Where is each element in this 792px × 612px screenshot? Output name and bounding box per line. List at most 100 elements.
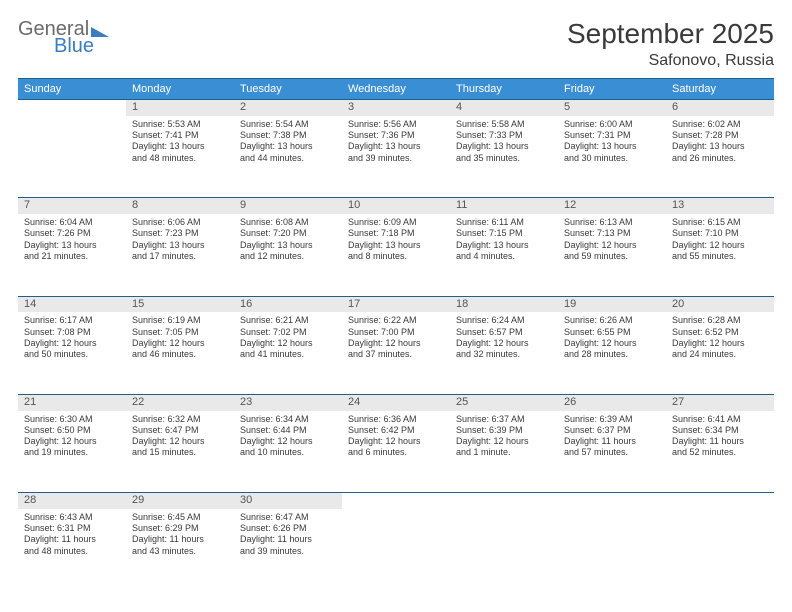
day-number-cell bbox=[342, 493, 450, 509]
day-line: and 50 minutes. bbox=[24, 349, 120, 360]
day-line: and 19 minutes. bbox=[24, 447, 120, 458]
day-line: and 55 minutes. bbox=[672, 251, 768, 262]
weekday-header: Wednesday bbox=[342, 79, 450, 100]
weekday-header: Tuesday bbox=[234, 79, 342, 100]
day-content-cell: Sunrise: 6:11 AMSunset: 7:15 PMDaylight:… bbox=[450, 214, 558, 296]
day-line: Daylight: 12 hours bbox=[564, 338, 660, 349]
content-row: Sunrise: 5:53 AMSunset: 7:41 PMDaylight:… bbox=[18, 116, 774, 198]
day-content-cell: Sunrise: 6:45 AMSunset: 6:29 PMDaylight:… bbox=[126, 509, 234, 591]
day-line: Sunset: 6:50 PM bbox=[24, 425, 120, 436]
day-line: and 30 minutes. bbox=[564, 153, 660, 164]
day-line: Daylight: 12 hours bbox=[456, 338, 552, 349]
day-line: and 28 minutes. bbox=[564, 349, 660, 360]
day-line: Sunrise: 6:08 AM bbox=[240, 217, 336, 228]
day-content-cell: Sunrise: 6:34 AMSunset: 6:44 PMDaylight:… bbox=[234, 411, 342, 493]
day-number-cell: 18 bbox=[450, 296, 558, 312]
day-content-cell bbox=[342, 509, 450, 591]
day-line: Sunrise: 6:37 AM bbox=[456, 414, 552, 425]
day-number-cell bbox=[666, 493, 774, 509]
logo: General Blue bbox=[18, 18, 109, 58]
day-line: Sunset: 6:34 PM bbox=[672, 425, 768, 436]
day-line: and 26 minutes. bbox=[672, 153, 768, 164]
day-number-cell bbox=[18, 100, 126, 116]
day-line: Daylight: 12 hours bbox=[24, 338, 120, 349]
day-line: Sunset: 7:20 PM bbox=[240, 228, 336, 239]
weekday-header: Sunday bbox=[18, 79, 126, 100]
day-line: Sunset: 7:05 PM bbox=[132, 327, 228, 338]
day-content-cell bbox=[666, 509, 774, 591]
day-line: Daylight: 12 hours bbox=[564, 240, 660, 251]
daynum-row: 123456 bbox=[18, 100, 774, 116]
day-line: Sunset: 6:52 PM bbox=[672, 327, 768, 338]
day-content-cell: Sunrise: 6:19 AMSunset: 7:05 PMDaylight:… bbox=[126, 312, 234, 394]
day-line: Sunset: 6:42 PM bbox=[348, 425, 444, 436]
day-content-cell bbox=[18, 116, 126, 198]
day-line: Sunrise: 6:28 AM bbox=[672, 315, 768, 326]
day-line: Sunrise: 6:15 AM bbox=[672, 217, 768, 228]
day-line: Sunset: 7:18 PM bbox=[348, 228, 444, 239]
day-line: and 48 minutes. bbox=[132, 153, 228, 164]
day-line: Sunrise: 6:17 AM bbox=[24, 315, 120, 326]
day-line: Sunrise: 6:19 AM bbox=[132, 315, 228, 326]
day-line: and 37 minutes. bbox=[348, 349, 444, 360]
day-line: and 48 minutes. bbox=[24, 546, 120, 557]
day-line: Daylight: 11 hours bbox=[240, 534, 336, 545]
day-number-cell: 16 bbox=[234, 296, 342, 312]
day-line: Daylight: 12 hours bbox=[132, 436, 228, 447]
day-content-cell: Sunrise: 6:22 AMSunset: 7:00 PMDaylight:… bbox=[342, 312, 450, 394]
day-line: Sunrise: 6:45 AM bbox=[132, 512, 228, 523]
day-line: Sunset: 6:55 PM bbox=[564, 327, 660, 338]
day-line: Sunset: 7:26 PM bbox=[24, 228, 120, 239]
day-line: Sunset: 7:28 PM bbox=[672, 130, 768, 141]
day-line: and 6 minutes. bbox=[348, 447, 444, 458]
day-line: Sunrise: 5:58 AM bbox=[456, 119, 552, 130]
day-line: Sunset: 6:57 PM bbox=[456, 327, 552, 338]
day-line: Daylight: 12 hours bbox=[672, 240, 768, 251]
day-line: Sunrise: 6:39 AM bbox=[564, 414, 660, 425]
day-line: Sunset: 7:02 PM bbox=[240, 327, 336, 338]
day-line: Daylight: 12 hours bbox=[456, 436, 552, 447]
day-content-cell: Sunrise: 6:21 AMSunset: 7:02 PMDaylight:… bbox=[234, 312, 342, 394]
day-number-cell: 9 bbox=[234, 198, 342, 214]
day-line: Sunset: 6:37 PM bbox=[564, 425, 660, 436]
day-line: Sunrise: 5:53 AM bbox=[132, 119, 228, 130]
title-block: September 2025 Safonovo, Russia bbox=[567, 18, 774, 70]
day-number-cell: 27 bbox=[666, 394, 774, 410]
day-line: and 1 minute. bbox=[456, 447, 552, 458]
day-number-cell: 5 bbox=[558, 100, 666, 116]
day-number-cell: 14 bbox=[18, 296, 126, 312]
day-number-cell bbox=[558, 493, 666, 509]
day-line: Sunset: 7:38 PM bbox=[240, 130, 336, 141]
day-line: Sunset: 6:44 PM bbox=[240, 425, 336, 436]
day-line: Daylight: 11 hours bbox=[672, 436, 768, 447]
day-line: Daylight: 11 hours bbox=[24, 534, 120, 545]
day-number-cell: 15 bbox=[126, 296, 234, 312]
day-line: Sunrise: 6:00 AM bbox=[564, 119, 660, 130]
day-line: Daylight: 11 hours bbox=[564, 436, 660, 447]
day-line: Sunset: 6:29 PM bbox=[132, 523, 228, 534]
day-content-cell: Sunrise: 6:24 AMSunset: 6:57 PMDaylight:… bbox=[450, 312, 558, 394]
day-line: Sunset: 7:33 PM bbox=[456, 130, 552, 141]
day-number-cell: 29 bbox=[126, 493, 234, 509]
day-line: and 24 minutes. bbox=[672, 349, 768, 360]
day-line: Sunrise: 6:13 AM bbox=[564, 217, 660, 228]
day-content-cell: Sunrise: 6:37 AMSunset: 6:39 PMDaylight:… bbox=[450, 411, 558, 493]
day-line: and 39 minutes. bbox=[240, 546, 336, 557]
day-line: Daylight: 12 hours bbox=[348, 338, 444, 349]
calendar-table: Sunday Monday Tuesday Wednesday Thursday… bbox=[18, 78, 774, 591]
daynum-row: 282930 bbox=[18, 493, 774, 509]
day-content-cell: Sunrise: 6:43 AMSunset: 6:31 PMDaylight:… bbox=[18, 509, 126, 591]
day-line: Sunrise: 6:30 AM bbox=[24, 414, 120, 425]
weekday-header-row: Sunday Monday Tuesday Wednesday Thursday… bbox=[18, 79, 774, 100]
day-line: Sunrise: 6:06 AM bbox=[132, 217, 228, 228]
day-line: and 35 minutes. bbox=[456, 153, 552, 164]
day-line: Daylight: 13 hours bbox=[240, 240, 336, 251]
day-content-cell: Sunrise: 5:56 AMSunset: 7:36 PMDaylight:… bbox=[342, 116, 450, 198]
day-line: and 8 minutes. bbox=[348, 251, 444, 262]
day-line: Sunrise: 5:56 AM bbox=[348, 119, 444, 130]
day-line: Sunrise: 6:24 AM bbox=[456, 315, 552, 326]
weekday-header: Monday bbox=[126, 79, 234, 100]
day-line: and 43 minutes. bbox=[132, 546, 228, 557]
day-number-cell: 7 bbox=[18, 198, 126, 214]
day-number-cell: 10 bbox=[342, 198, 450, 214]
